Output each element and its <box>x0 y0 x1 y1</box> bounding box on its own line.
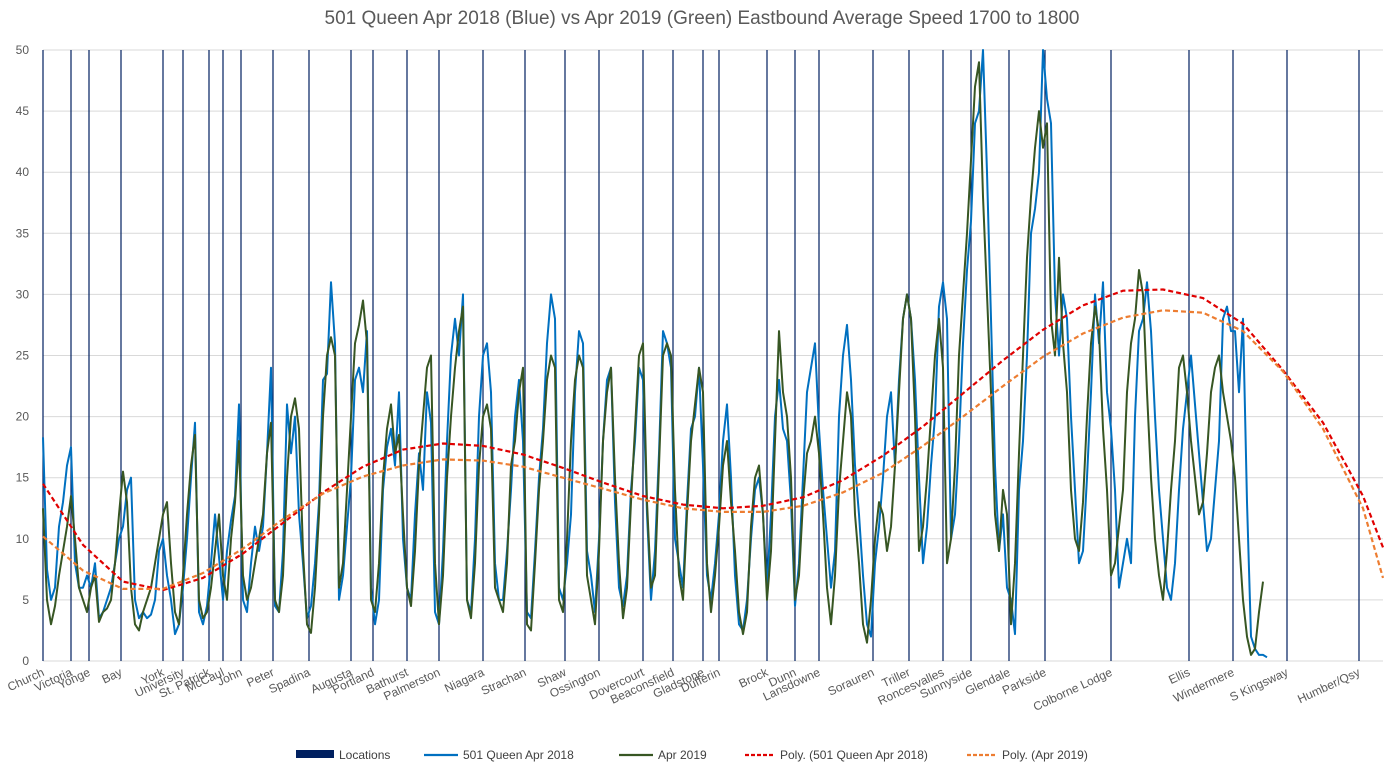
chart-title: 501 Queen Apr 2018 (Blue) vs Apr 2019 (G… <box>325 8 1080 29</box>
series-apr-2019-line <box>42 61 1264 656</box>
y-tick-label: 5 <box>22 593 29 607</box>
legend-label: Poly. (Apr 2019) <box>1002 748 1088 762</box>
legend-poly-2019: Poly. (Apr 2019) <box>967 748 1088 762</box>
legend-label: Apr 2019 <box>658 748 707 762</box>
y-tick-label: 50 <box>16 43 30 57</box>
y-tick-label: 40 <box>16 165 30 179</box>
location-label: Humber/Qsy <box>1295 665 1362 706</box>
legend-locations: Locations <box>296 748 390 762</box>
location-label: Bay <box>100 665 125 686</box>
location-label: Strachan <box>479 665 528 698</box>
y-tick-label: 10 <box>16 532 30 546</box>
poly-trend-apr-2019-line <box>42 309 1385 590</box>
y-tick-label: 15 <box>16 471 30 485</box>
legend-apr-2018: 501 Queen Apr 2018 <box>424 748 574 762</box>
legend-label: Poly. (501 Queen Apr 2018) <box>780 748 928 762</box>
location-label: S Kingsway <box>1228 665 1291 704</box>
location-label: Niagara <box>442 665 486 696</box>
legend-swatch <box>296 750 334 758</box>
legend-label: 501 Queen Apr 2018 <box>463 748 574 762</box>
legend-apr-2019: Apr 2019 <box>619 748 707 762</box>
legend-poly-2018: Poly. (501 Queen Apr 2018) <box>745 748 928 762</box>
legend-label: Locations <box>339 748 390 762</box>
y-tick-label: 25 <box>16 349 30 363</box>
y-tick-label: 0 <box>22 654 29 668</box>
gridlines <box>43 49 1383 662</box>
y-tick-label: 45 <box>16 104 30 118</box>
y-tick-label: 30 <box>16 287 30 301</box>
poly-trend-apr-2018-line <box>42 288 1385 592</box>
y-axis-ticks: 0 5 10 15 20 25 30 35 40 45 50 <box>16 43 30 668</box>
location-label: Sorauren <box>826 665 877 699</box>
location-label: Spadina <box>266 665 312 696</box>
legend: Locations 501 Queen Apr 2018 Apr 2019 Poly.… <box>296 748 1088 762</box>
y-tick-label: 20 <box>16 410 30 424</box>
y-tick-label: 35 <box>16 226 30 240</box>
series-lines <box>42 49 1385 659</box>
